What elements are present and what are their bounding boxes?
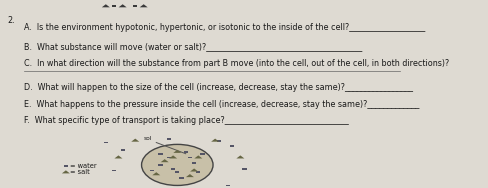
FancyBboxPatch shape xyxy=(103,142,108,143)
FancyBboxPatch shape xyxy=(150,170,154,171)
FancyBboxPatch shape xyxy=(112,170,116,171)
Text: E.  What happens to the pressure inside the cell (increase, decrease, stay the s: E. What happens to the pressure inside t… xyxy=(24,100,418,109)
FancyBboxPatch shape xyxy=(133,5,137,7)
Ellipse shape xyxy=(141,144,213,185)
FancyBboxPatch shape xyxy=(171,168,175,170)
FancyBboxPatch shape xyxy=(217,140,221,142)
FancyBboxPatch shape xyxy=(196,171,200,173)
FancyBboxPatch shape xyxy=(158,153,162,155)
FancyBboxPatch shape xyxy=(166,138,171,140)
FancyBboxPatch shape xyxy=(120,149,124,151)
FancyBboxPatch shape xyxy=(192,162,196,164)
Text: F.  What specific type of transport is taking place?____________________________: F. What specific type of transport is ta… xyxy=(24,116,348,125)
Text: = water: = water xyxy=(70,163,97,169)
FancyBboxPatch shape xyxy=(175,171,179,173)
Text: A.  Is the environment hypotonic, hypertonic, or isotonic to the inside of the c: A. Is the environment hypotonic, hyperto… xyxy=(24,23,424,32)
Text: 2.: 2. xyxy=(7,16,15,25)
FancyBboxPatch shape xyxy=(179,177,183,179)
FancyBboxPatch shape xyxy=(63,165,68,167)
Text: = salt: = salt xyxy=(70,169,90,175)
FancyBboxPatch shape xyxy=(225,184,229,186)
Text: sol: sol xyxy=(143,136,152,141)
Text: B.  What substance will move (water or salt)?___________________________________: B. What substance will move (water or sa… xyxy=(24,42,361,51)
FancyBboxPatch shape xyxy=(158,164,162,166)
FancyBboxPatch shape xyxy=(166,157,171,158)
FancyBboxPatch shape xyxy=(187,157,192,158)
FancyBboxPatch shape xyxy=(200,153,204,155)
FancyBboxPatch shape xyxy=(229,145,234,147)
FancyBboxPatch shape xyxy=(183,151,187,153)
FancyBboxPatch shape xyxy=(242,168,246,170)
FancyBboxPatch shape xyxy=(112,5,116,7)
Text: C.  In what direction will the substance from part B move (into the cell, out of: C. In what direction will the substance … xyxy=(24,58,448,67)
Text: D.  What will happen to the size of the cell (increase, decrease, stay the same): D. What will happen to the size of the c… xyxy=(24,83,412,92)
